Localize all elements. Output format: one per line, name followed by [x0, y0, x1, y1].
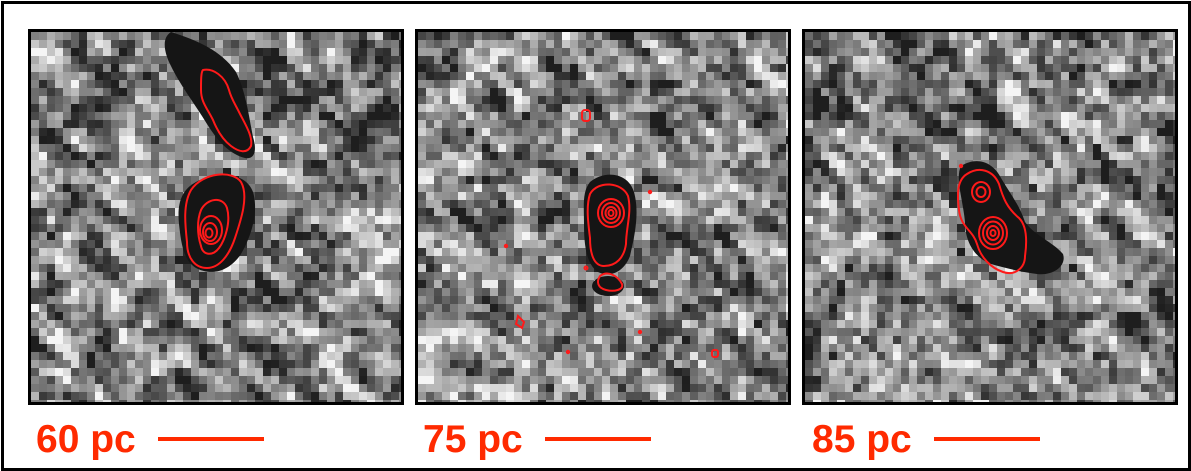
contour-upper-1 [971, 181, 991, 203]
contour-upper [199, 68, 253, 153]
noise-map-2 [418, 32, 788, 402]
upper-dark-feature [164, 32, 255, 159]
contour-dot-4 [637, 329, 643, 335]
image-panel-2 [415, 29, 791, 405]
contour-dot-2 [503, 243, 509, 249]
scale-bar-line [157, 437, 264, 441]
contour-outer [957, 168, 1028, 274]
central-dark-feature [178, 174, 256, 272]
scale-bar-group-2: 75 pc [423, 409, 651, 469]
contour-lower-1 [978, 216, 1008, 250]
contour-center-5 [204, 227, 214, 239]
contours [503, 109, 719, 358]
contour-center-outer [586, 183, 631, 268]
scale-label: 85 pc [812, 417, 912, 461]
scale-bar-group-3: 85 pc [812, 409, 1040, 469]
contour-center-2 [197, 199, 230, 255]
contour-lower-2 [982, 220, 1004, 246]
contour-dot-5 [565, 349, 571, 355]
image-panel-1 [28, 29, 404, 405]
contours [184, 68, 253, 270]
contour-small-2 [514, 314, 526, 330]
contour-center-3 [601, 202, 621, 224]
noise-layer [805, 32, 1175, 402]
scale-bar-line [544, 437, 651, 441]
contour-center-4 [604, 206, 618, 220]
scale-label: 75 pc [423, 417, 523, 461]
contour-lower-blob [597, 272, 624, 292]
contour-center-5 [607, 209, 615, 217]
noise-map-1 [31, 32, 401, 402]
contour-dot-3 [583, 265, 589, 271]
noise-map-3 [805, 32, 1175, 402]
contours [957, 163, 1028, 274]
contour-lower-3 [986, 225, 1000, 241]
image-panel-3 [802, 29, 1178, 405]
scale-bar-group-1: 60 pc [36, 409, 264, 469]
contour-small-3 [711, 349, 719, 358]
contour-small-1 [581, 109, 591, 122]
scale-bar-line [933, 437, 1040, 441]
contour-center-outer [184, 173, 246, 270]
dark-features [164, 32, 256, 272]
central-dark-feature [583, 174, 637, 275]
contour-lower-4 [989, 229, 997, 237]
contour-dot-1 [958, 163, 964, 169]
contour-center-4 [202, 222, 218, 242]
contour-upper-2 [975, 186, 987, 198]
scale-label: 60 pc [36, 417, 136, 461]
contour-dot-1 [647, 189, 653, 195]
contour-center-2 [597, 198, 625, 228]
contour-center-3 [199, 215, 223, 245]
